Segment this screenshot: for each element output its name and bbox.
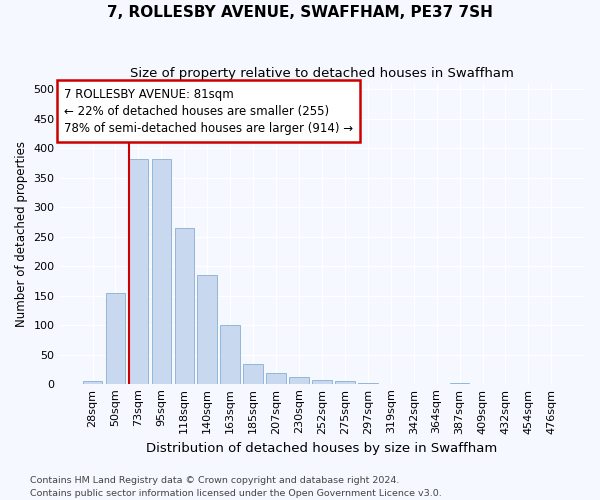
- Text: 7 ROLLESBY AVENUE: 81sqm
← 22% of detached houses are smaller (255)
78% of semi-: 7 ROLLESBY AVENUE: 81sqm ← 22% of detach…: [64, 88, 353, 134]
- Bar: [266, 372, 286, 384]
- Title: Size of property relative to detached houses in Swaffham: Size of property relative to detached ho…: [130, 68, 514, 80]
- Bar: [220, 326, 240, 384]
- Bar: [312, 380, 332, 384]
- Bar: [358, 383, 377, 384]
- Text: Contains HM Land Registry data © Crown copyright and database right 2024.
Contai: Contains HM Land Registry data © Crown c…: [30, 476, 442, 498]
- Y-axis label: Number of detached properties: Number of detached properties: [15, 140, 28, 326]
- Bar: [335, 382, 355, 384]
- Text: 7, ROLLESBY AVENUE, SWAFFHAM, PE37 7SH: 7, ROLLESBY AVENUE, SWAFFHAM, PE37 7SH: [107, 5, 493, 20]
- Bar: [197, 275, 217, 384]
- Bar: [244, 364, 263, 384]
- Bar: [152, 160, 171, 384]
- Bar: [106, 293, 125, 384]
- Bar: [83, 382, 102, 384]
- Bar: [289, 378, 309, 384]
- X-axis label: Distribution of detached houses by size in Swaffham: Distribution of detached houses by size …: [146, 442, 497, 455]
- Bar: [128, 160, 148, 384]
- Bar: [175, 228, 194, 384]
- Bar: [450, 382, 469, 384]
